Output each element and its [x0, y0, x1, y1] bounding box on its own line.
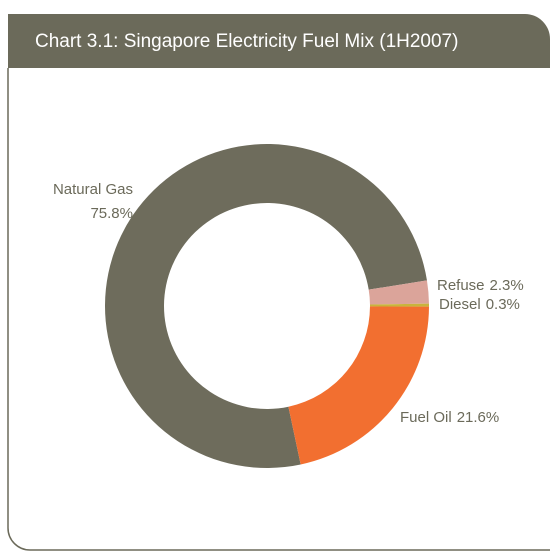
slice-label: Refuse: [437, 277, 485, 294]
slice-value-label: 21.6%: [457, 409, 500, 426]
slice-label-group: Diesel 0.3%: [439, 296, 520, 313]
donut-slice: [104, 143, 427, 468]
slice-value-label: 75.8%: [90, 205, 133, 222]
slice-value-label: 0.3%: [486, 296, 520, 313]
header-bar: [8, 14, 550, 68]
frame: [7, 68, 550, 551]
slice-label: Diesel: [439, 296, 481, 313]
donut-slice: [368, 280, 429, 305]
slice-label-group: Fuel Oil 21.6%: [400, 409, 499, 426]
donut-slice: [288, 306, 429, 465]
chart-title: Chart 3.1: Singapore Electricity Fuel Mi…: [35, 31, 458, 52]
slice-label: Natural Gas: [53, 181, 133, 198]
slice-value-label: 2.3%: [490, 277, 524, 294]
donut-slice: [369, 303, 429, 307]
slice-label-group: Refuse 2.3%: [437, 277, 524, 294]
slice-label: Fuel Oil: [400, 409, 452, 426]
